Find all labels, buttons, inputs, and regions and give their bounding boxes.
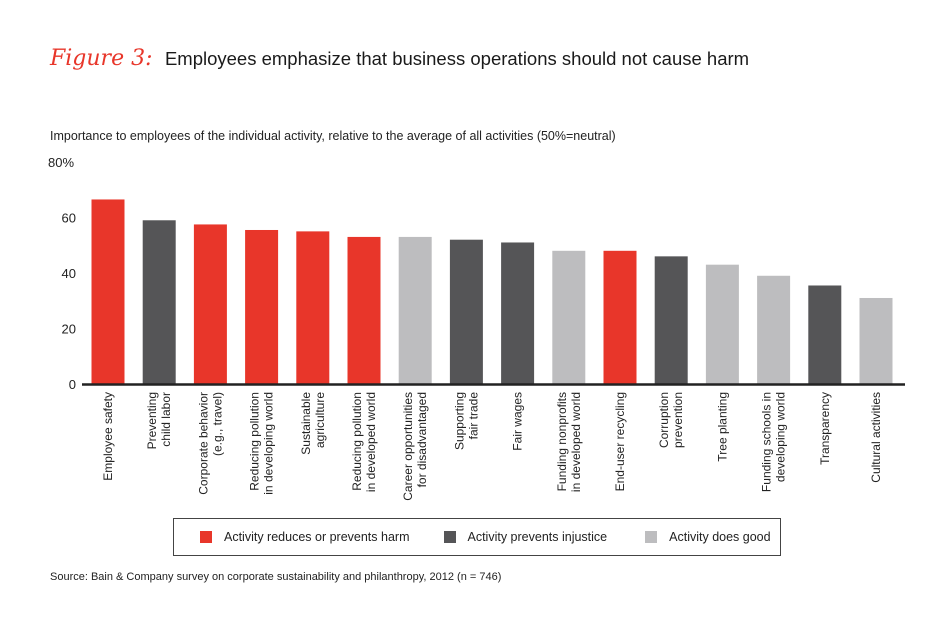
- x-tick-label-line: Cultural activities: [869, 392, 883, 483]
- y-tick-label: 60: [62, 211, 76, 226]
- legend-swatch-injustice: [443, 531, 456, 543]
- legend-item-injustice: Activity prevents injustice: [443, 530, 608, 544]
- x-tick-label-line: Funding schools in: [760, 392, 774, 492]
- legend-item-harm: Activity reduces or prevents harm: [200, 530, 410, 544]
- legend-label-harm: Activity reduces or prevents harm: [224, 530, 410, 544]
- legend-swatch-harm: [200, 531, 212, 543]
- bar: [859, 297, 893, 384]
- bar: [757, 275, 791, 384]
- x-tick-label-line: child labor: [159, 392, 173, 447]
- bar: [603, 250, 637, 384]
- x-tick-label-line: fair trade: [466, 392, 480, 440]
- x-tick-label: Funding nonprofits in developed world: [555, 392, 583, 492]
- bar-chart: 0 20 40 60 80% Employee safety Preventing child…: [48, 155, 905, 501]
- x-tick-label-line: Reducing pollution: [248, 392, 262, 491]
- x-tick-label: Employee safety: [101, 392, 115, 481]
- bar: [347, 236, 381, 384]
- x-tick-label-line: Transparency: [818, 392, 832, 465]
- x-tick-label-line: Corruption: [657, 392, 671, 448]
- bar: [245, 229, 279, 384]
- y-tick-label: 40: [62, 266, 76, 281]
- x-tick-label-line: in developed world: [364, 392, 378, 492]
- x-tick-label: Funding schools in developing world: [760, 392, 788, 492]
- bar: [449, 239, 483, 384]
- bar: [552, 250, 586, 384]
- x-tick-label-line: Tree planting: [715, 392, 729, 462]
- bar: [654, 256, 688, 384]
- x-tick-label-line: Sustainable: [299, 392, 313, 455]
- x-tick-label: Reducing pollution in developing world: [248, 392, 276, 495]
- chart-subtitle: Importance to employees of the individua…: [50, 129, 616, 143]
- chart-legend: Activity reduces or prevents harm Activi…: [173, 518, 781, 556]
- x-tick-label-line: Employee safety: [101, 392, 115, 481]
- bar: [142, 220, 176, 384]
- x-tick-label-line: (e.g., travel): [210, 392, 224, 456]
- x-tick-label-line: developing world: [774, 392, 788, 482]
- figure-title: Employees emphasize that business operat…: [164, 48, 750, 69]
- legend-label-injustice: Activity prevents injustice: [467, 530, 608, 544]
- x-tick-label: Transparency: [818, 392, 832, 465]
- x-tick-label-line: Corporate behavior: [196, 392, 210, 495]
- x-tick-label: Corporate behavior (e.g., travel): [196, 392, 224, 495]
- bar: [808, 285, 842, 384]
- x-tick-label-line: Supporting: [452, 392, 466, 450]
- x-tick-label: Supporting fair trade: [452, 392, 480, 450]
- x-tick-label: End-user recycling: [613, 392, 627, 491]
- legend-swatch-good: [645, 531, 658, 543]
- bar: [501, 242, 535, 384]
- x-tick-label-line: in developing world: [262, 392, 276, 495]
- legend-item-good: Activity does good: [645, 530, 771, 544]
- x-tick-label: Sustainable agriculture: [299, 392, 327, 455]
- x-tick-label: Cultural activities: [869, 392, 883, 483]
- x-tick-label: Reducing pollution in developed world: [350, 392, 378, 492]
- y-tick-label: 20: [62, 322, 76, 337]
- x-tick-label-line: Reducing pollution: [350, 392, 364, 491]
- figure-heading: Figure 3: Employees emphasize that busin…: [50, 46, 749, 71]
- x-tick-label-line: Career opportunities: [401, 392, 415, 501]
- x-tick-label-line: for disadvantaged: [415, 392, 429, 487]
- x-tick-label: Career opportunities for disadvantaged: [401, 392, 429, 501]
- legend-label-good: Activity does good: [669, 530, 771, 544]
- x-tick-label-line: agriculture: [313, 392, 327, 448]
- bar: [398, 236, 432, 384]
- x-tick-label: Corruption prevention: [657, 392, 685, 448]
- source-note: Source: Bain & Company survey on corpora…: [50, 571, 502, 583]
- y-tick-label: 80%: [48, 155, 74, 170]
- x-tick-label: Fair wages: [511, 392, 525, 451]
- x-tick-label-line: Preventing: [145, 392, 159, 449]
- x-tick-label: Tree planting: [715, 392, 729, 462]
- bar: [91, 199, 125, 384]
- y-tick-label: 0: [69, 377, 76, 392]
- x-tick-label-line: Funding nonprofits: [555, 392, 569, 491]
- x-tick-label-line: Fair wages: [511, 392, 525, 451]
- x-tick-label-line: in developed world: [569, 392, 583, 492]
- x-tick-label-line: prevention: [671, 392, 685, 448]
- figure-label: Figure 3:: [50, 46, 153, 71]
- x-tick-label: Preventing child labor: [145, 392, 173, 449]
- bar: [705, 264, 739, 384]
- bar: [296, 231, 330, 384]
- x-tick-label-line: End-user recycling: [613, 392, 627, 491]
- bar: [193, 224, 227, 384]
